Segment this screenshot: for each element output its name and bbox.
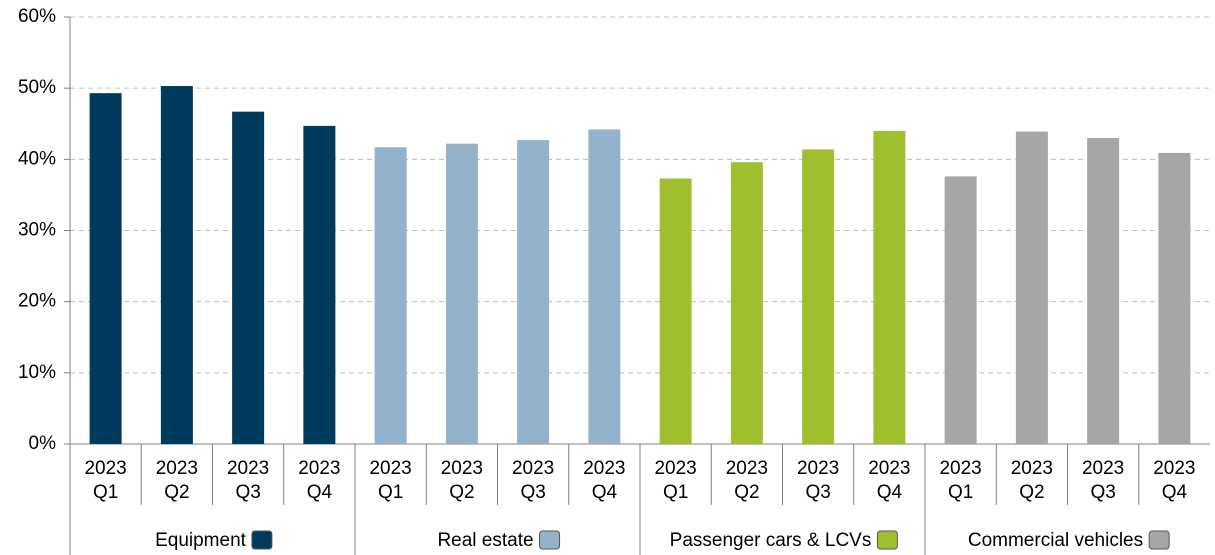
group-label: Commercial vehicles	[968, 530, 1143, 551]
x-tick-year: 2023	[512, 458, 554, 479]
x-tick-quarter: Q4	[592, 482, 618, 503]
x-tick-year: 2023	[84, 458, 126, 479]
x-tick-quarter: Q3	[805, 482, 830, 503]
x-tick-year: 2023	[726, 458, 768, 479]
x-tick-year: 2023	[1082, 458, 1124, 479]
x-tick-quarter: Q3	[520, 482, 545, 503]
x-tick-quarter: Q2	[1019, 482, 1044, 503]
bar	[730, 162, 763, 444]
x-tick-quarter: Q1	[378, 482, 403, 503]
bar	[445, 143, 478, 444]
group-label: Passenger cars & LCVs	[670, 530, 872, 551]
x-tick-quarter: Q1	[663, 482, 688, 503]
bar	[303, 125, 336, 444]
x-tick-year: 2023	[441, 458, 483, 479]
x-tick-year: 2023	[1153, 458, 1195, 479]
x-tick-quarter: Q4	[877, 482, 903, 503]
x-tick-year: 2023	[583, 458, 625, 479]
bar	[1087, 137, 1120, 444]
bar	[232, 111, 265, 444]
x-tick-quarter: Q2	[164, 482, 189, 503]
x-tick-year: 2023	[797, 458, 839, 479]
bar	[1158, 152, 1191, 444]
bar	[944, 176, 977, 444]
x-tick-label: 2023 Q1	[939, 458, 981, 503]
x-tick-year: 2023	[939, 458, 981, 479]
group-icon	[251, 530, 273, 550]
x-tick-year: 2023	[654, 458, 696, 479]
y-tick-label: 60%	[18, 6, 56, 27]
x-tick-label: 2023 Q1	[654, 458, 696, 503]
x-tick-quarter: Q1	[948, 482, 973, 503]
group-label: Real estate	[437, 530, 533, 551]
x-tick-label: 2023 Q4	[298, 458, 340, 503]
x-tick-label: 2023 Q2	[441, 458, 483, 503]
y-tick-label: 30%	[18, 220, 56, 241]
group-icon	[1148, 530, 1170, 550]
x-tick-label: 2023 Q4	[1153, 458, 1195, 503]
x-tick-quarter: Q2	[449, 482, 474, 503]
x-tick-year: 2023	[868, 458, 910, 479]
x-tick-quarter: Q2	[734, 482, 759, 503]
x-tick-year: 2023	[1011, 458, 1053, 479]
bar	[517, 140, 550, 444]
x-tick-label: 2023 Q1	[369, 458, 411, 503]
group-label: Equipment	[155, 530, 247, 551]
x-tick-year: 2023	[298, 458, 340, 479]
x-tick-quarter: Q3	[235, 482, 260, 503]
x-tick-quarter: Q3	[1090, 482, 1115, 503]
y-tick-label: 40%	[18, 148, 56, 169]
x-tick-label: 2023 Q4	[583, 458, 625, 503]
bar	[802, 149, 835, 444]
bar	[873, 130, 906, 444]
x-tick-label: 2023 Q2	[726, 458, 768, 503]
x-tick-label: 2023 Q4	[868, 458, 910, 503]
x-tick-quarter: Q4	[307, 482, 333, 503]
y-tick-label: 50%	[18, 77, 56, 98]
bar	[659, 178, 692, 444]
bar	[374, 147, 407, 445]
bar	[1015, 131, 1048, 444]
x-tick-quarter: Q1	[93, 482, 118, 503]
x-tick-label: 2023 Q3	[512, 458, 554, 503]
x-tick-quarter: Q4	[1162, 482, 1188, 503]
bar	[588, 129, 621, 444]
x-tick-label: 2023 Q2	[156, 458, 198, 503]
x-tick-year: 2023	[369, 458, 411, 479]
x-tick-label: 2023 Q1	[84, 458, 126, 503]
group-icon	[539, 530, 561, 550]
x-tick-label: 2023 Q2	[1011, 458, 1053, 503]
x-tick-label: 2023 Q3	[227, 458, 269, 503]
x-tick-label: 2023 Q3	[1082, 458, 1124, 503]
x-tick-year: 2023	[227, 458, 269, 479]
group-icon	[876, 530, 898, 550]
bar	[160, 86, 193, 444]
y-tick-label: 10%	[18, 362, 56, 383]
y-tick-label: 20%	[18, 291, 56, 312]
y-tick-label: 0%	[29, 433, 57, 454]
x-tick-label: 2023 Q3	[797, 458, 839, 503]
x-tick-year: 2023	[156, 458, 198, 479]
bar	[89, 93, 122, 445]
